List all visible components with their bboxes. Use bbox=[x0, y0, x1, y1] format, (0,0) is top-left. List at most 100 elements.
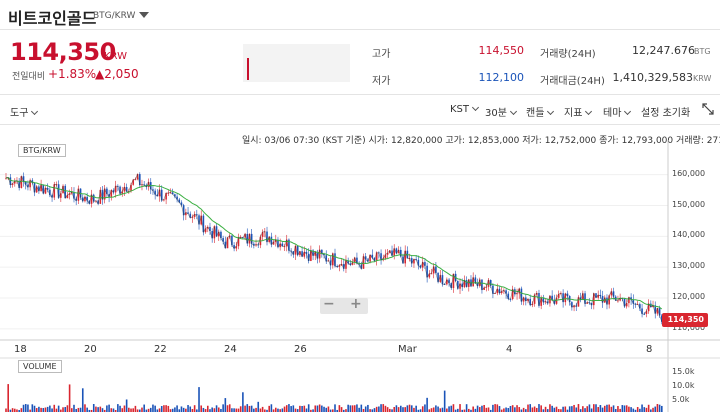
candle-body bbox=[645, 311, 648, 314]
candle-body bbox=[185, 212, 187, 216]
volume-bar bbox=[636, 407, 639, 412]
volume-bar bbox=[274, 407, 277, 412]
volume-24h-label: 거래량(24H) bbox=[540, 49, 596, 60]
chevron-down-icon bbox=[585, 107, 593, 116]
volume-bar bbox=[29, 409, 31, 412]
zoom-in-button[interactable]: + bbox=[350, 296, 362, 312]
candle-body bbox=[520, 288, 523, 302]
mini-sparkline bbox=[243, 44, 350, 82]
expand-icon[interactable] bbox=[702, 103, 714, 115]
candle-body bbox=[610, 291, 613, 296]
volume-bar bbox=[408, 404, 411, 412]
tools-menu[interactable]: 도구 bbox=[10, 104, 39, 119]
volume-bar bbox=[272, 409, 275, 412]
volume-bar bbox=[347, 404, 349, 412]
volume-bar bbox=[237, 408, 240, 412]
volume-bar bbox=[114, 409, 117, 412]
candle-body bbox=[340, 264, 343, 266]
candle-body bbox=[325, 255, 328, 262]
candle-body bbox=[248, 233, 251, 244]
volume-bar bbox=[619, 408, 621, 412]
candle-body bbox=[393, 248, 396, 256]
candle-body bbox=[410, 258, 413, 264]
volume-bar bbox=[307, 404, 310, 412]
candle-body bbox=[494, 293, 496, 294]
volume-bar bbox=[393, 407, 396, 412]
candle-body bbox=[358, 263, 360, 265]
coin-select-caret-icon[interactable] bbox=[139, 12, 149, 18]
candle-body bbox=[632, 299, 635, 304]
volume-bar bbox=[191, 408, 194, 412]
interval-menu[interactable]: 30분 bbox=[485, 104, 517, 119]
candle-body bbox=[303, 251, 306, 257]
volume-bar bbox=[46, 406, 49, 412]
zoom-out-button[interactable]: − bbox=[323, 296, 335, 312]
candle-body bbox=[152, 189, 154, 191]
candle-body bbox=[457, 281, 459, 289]
candle-body bbox=[138, 174, 141, 186]
timezone-menu[interactable]: KST bbox=[450, 103, 480, 115]
candle-body bbox=[351, 262, 354, 265]
volume-bar bbox=[612, 405, 615, 412]
candle-body bbox=[211, 231, 213, 239]
candle-body bbox=[597, 294, 599, 298]
price-unit: KRW bbox=[104, 51, 127, 62]
candle-body bbox=[81, 197, 84, 202]
volume-bar bbox=[533, 406, 536, 412]
volume-bar bbox=[505, 407, 507, 412]
zoom-controls bbox=[320, 298, 368, 314]
theme-menu[interactable]: 테마 bbox=[603, 104, 632, 119]
candle-body bbox=[174, 194, 176, 197]
candle-body bbox=[180, 202, 183, 206]
reset-settings-button[interactable]: 설정 초기화 bbox=[641, 108, 691, 119]
indicator-menu[interactable]: 지표 bbox=[564, 104, 593, 119]
candle-body bbox=[250, 233, 253, 244]
volume-bar bbox=[538, 404, 540, 412]
candle-body bbox=[606, 297, 608, 305]
volume-bar bbox=[421, 406, 424, 412]
candle-body bbox=[239, 237, 242, 238]
volume-bar bbox=[128, 407, 130, 412]
chart-symbol-tag: BTG/KRW bbox=[18, 144, 66, 157]
candle-body bbox=[44, 187, 47, 194]
volume-bar bbox=[24, 404, 27, 412]
volume-bar bbox=[246, 404, 249, 412]
price-chart[interactable] bbox=[0, 140, 720, 412]
candle-body bbox=[421, 262, 424, 268]
volume-24h-value: 12,247.676 bbox=[632, 44, 695, 57]
volume-bar bbox=[288, 404, 290, 412]
high-value: 12,853,000 bbox=[467, 136, 520, 146]
candle-body bbox=[114, 185, 117, 193]
candle-body bbox=[299, 251, 301, 256]
volume-bar bbox=[656, 404, 659, 412]
divider bbox=[0, 124, 720, 125]
volume-bar bbox=[156, 409, 159, 412]
volume-bar bbox=[371, 409, 374, 412]
volume-bar bbox=[323, 406, 325, 412]
volume-bar bbox=[406, 405, 409, 412]
candle-body bbox=[527, 298, 529, 301]
candle-body bbox=[274, 239, 277, 242]
candle-body bbox=[338, 265, 341, 267]
candle-body bbox=[380, 253, 382, 261]
volume-bar bbox=[22, 404, 25, 412]
candle-body bbox=[476, 282, 479, 286]
candle-menu[interactable]: 캔들 bbox=[526, 104, 555, 119]
volume-bar bbox=[97, 407, 99, 412]
volume-bar bbox=[299, 405, 301, 412]
candle-body bbox=[182, 205, 185, 216]
candle-body bbox=[106, 188, 108, 195]
volume-bar bbox=[336, 409, 338, 412]
candle-body bbox=[402, 256, 404, 264]
volume-bar bbox=[224, 398, 227, 412]
volume-bar bbox=[362, 408, 365, 412]
volume-bar bbox=[356, 404, 358, 412]
candle-body bbox=[11, 183, 14, 185]
volume-bar bbox=[531, 407, 534, 412]
volume-bar bbox=[117, 404, 119, 412]
volume-bar bbox=[279, 409, 281, 412]
volume-bar bbox=[325, 407, 328, 412]
volume-bar bbox=[49, 405, 51, 412]
candle-body bbox=[332, 253, 334, 266]
candle-body bbox=[595, 293, 597, 298]
